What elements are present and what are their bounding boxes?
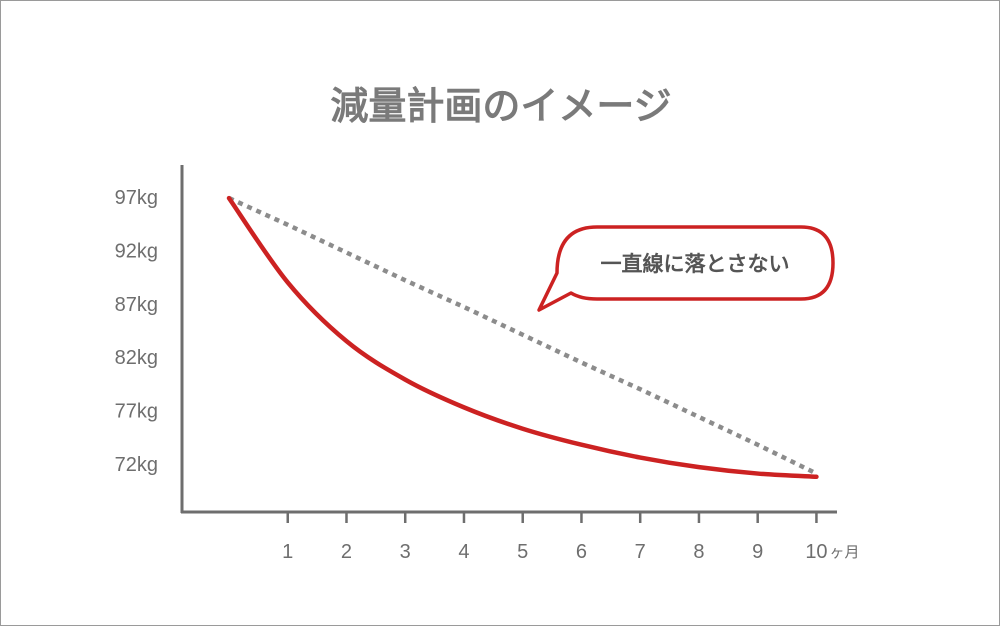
callout: 一直線に落とさない	[537, 225, 835, 312]
x-tick-label: 7	[635, 541, 646, 563]
x-tick-label: 5	[517, 541, 528, 563]
y-tick-label: 72kg	[115, 454, 158, 476]
x-tick-label: 6	[576, 541, 587, 563]
callout-text: 一直線に落とさない	[601, 252, 790, 276]
x-tick-label: 9	[752, 541, 763, 563]
y-tick-label: 92kg	[115, 240, 158, 262]
axes	[180, 165, 837, 514]
series-line-straight	[228, 196, 818, 476]
series-line-curve	[226, 195, 819, 480]
series-lines	[226, 195, 819, 480]
y-tick-labels: 97kg 92kg 87kg 82kg 77kg 72kg	[115, 187, 158, 476]
callout-bubble	[537, 225, 835, 312]
x-tick-label: 2	[341, 541, 352, 563]
x-ticks: 1 2 3 4 5 6 7 8 9 10 ヶ月	[282, 512, 859, 563]
x-tick-label: 1	[282, 541, 293, 563]
x-tick-label: 10	[805, 541, 827, 563]
x-tick-label: 8	[693, 541, 704, 563]
y-tick-label: 97kg	[115, 187, 158, 209]
x-tick-label: 3	[400, 541, 411, 563]
x-tick-label: 4	[458, 541, 469, 563]
y-tick-label: 77kg	[115, 401, 158, 423]
y-tick-label: 82kg	[115, 347, 158, 369]
x-unit-label: ヶ月	[829, 543, 859, 561]
y-tick-label: 87kg	[115, 294, 158, 316]
chart-title: 減量計画のイメージ	[330, 84, 671, 128]
